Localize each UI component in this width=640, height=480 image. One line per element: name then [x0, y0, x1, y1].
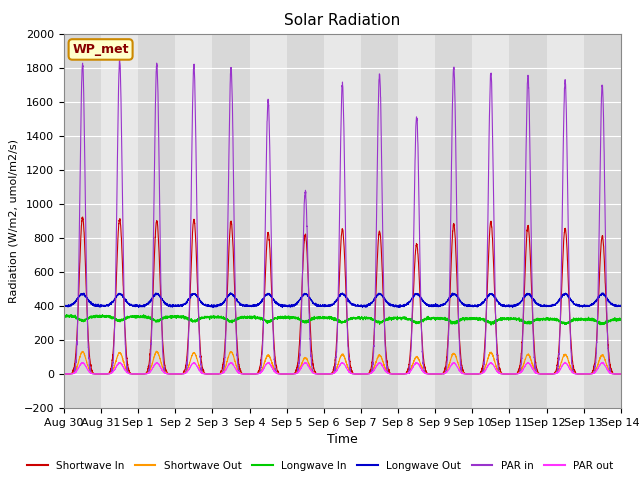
Bar — [547, 34, 584, 408]
Bar — [398, 34, 435, 408]
Bar — [138, 34, 175, 408]
Y-axis label: Radiation (W/m2, umol/m2/s): Radiation (W/m2, umol/m2/s) — [8, 139, 18, 303]
Bar — [101, 34, 138, 408]
Title: Solar Radiation: Solar Radiation — [284, 13, 401, 28]
Bar — [472, 34, 509, 408]
Bar — [509, 34, 547, 408]
X-axis label: Time: Time — [327, 433, 358, 446]
Text: WP_met: WP_met — [72, 43, 129, 56]
Bar — [250, 34, 287, 408]
Bar — [361, 34, 398, 408]
Bar — [175, 34, 212, 408]
Bar — [287, 34, 324, 408]
Bar — [584, 34, 621, 408]
Bar — [212, 34, 250, 408]
Bar — [324, 34, 361, 408]
Legend: Shortwave In, Shortwave Out, Longwave In, Longwave Out, PAR in, PAR out: Shortwave In, Shortwave Out, Longwave In… — [22, 456, 618, 475]
Bar — [64, 34, 101, 408]
Bar — [435, 34, 472, 408]
